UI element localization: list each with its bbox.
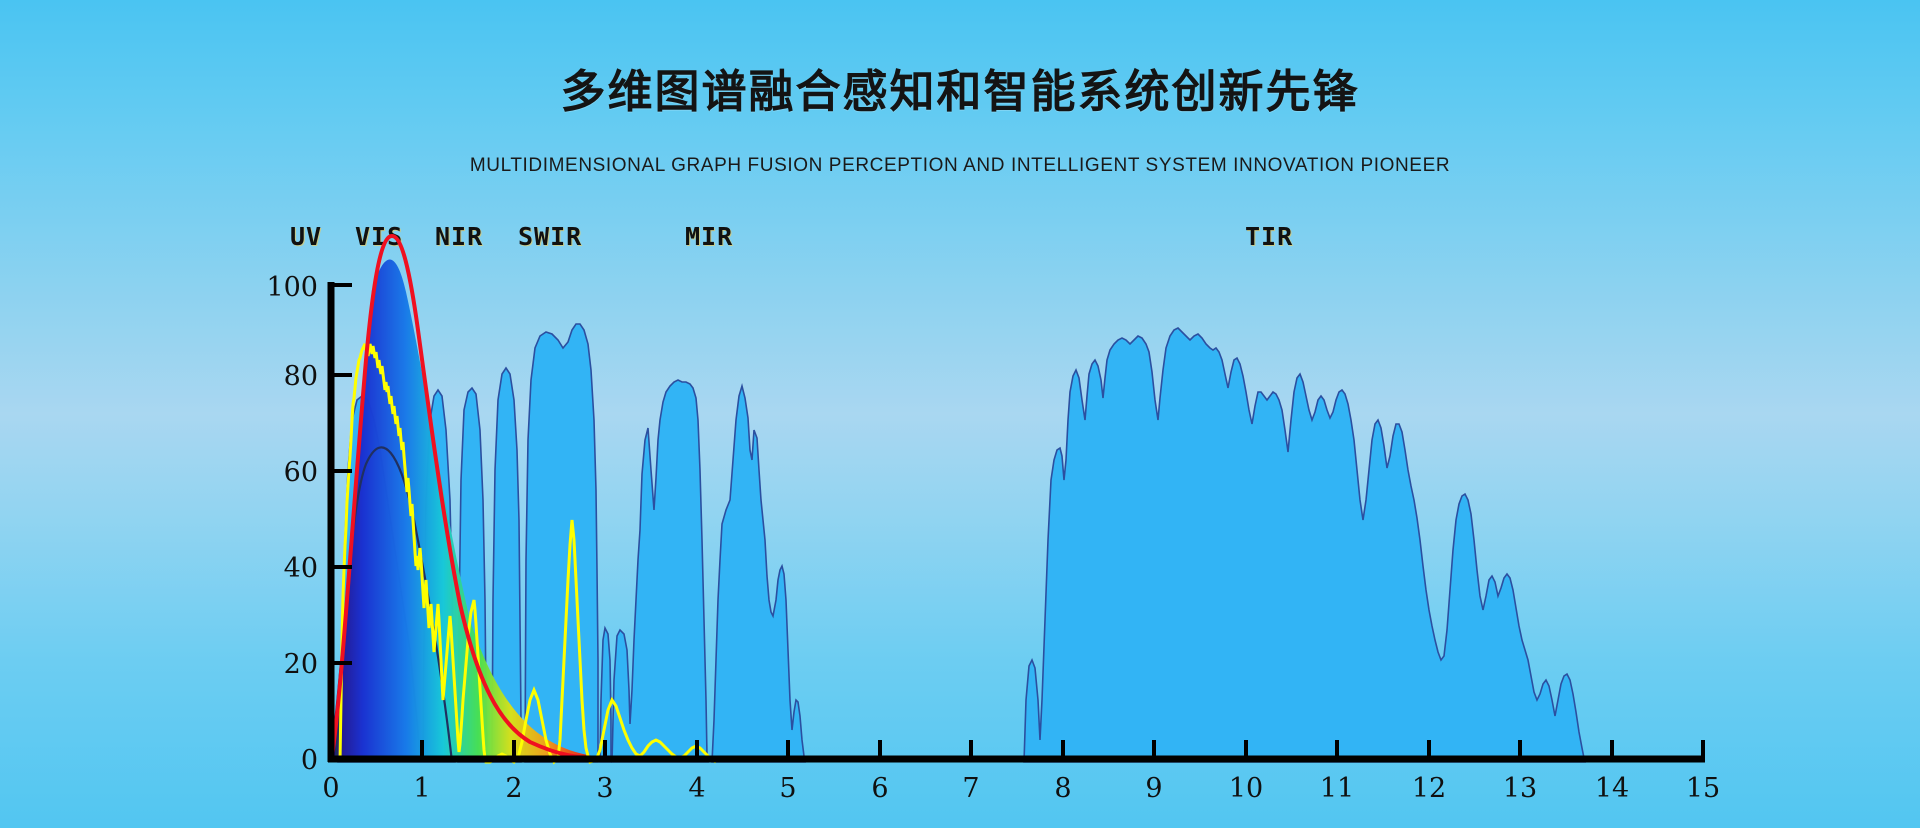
x-tick-10: 10	[1229, 773, 1263, 804]
title-block: 多维图谱融合感知和智能系统创新先锋	[0, 66, 1920, 118]
transmission-band-mir1	[611, 379, 709, 763]
x-tick-6: 6	[871, 773, 888, 804]
y-tick-80: 80	[284, 361, 318, 392]
blackbody-curve	[330, 233, 608, 760]
transmission-band-mir-small	[599, 625, 612, 763]
y-axis-labels: 0 20 40 60 80 100	[266, 272, 318, 776]
page-title: 多维图谱融合感知和智能系统创新先锋	[560, 65, 1360, 118]
x-tick-12: 12	[1412, 773, 1446, 804]
x-tick-3: 3	[596, 773, 613, 804]
y-tick-60: 60	[284, 457, 318, 488]
x-tick-11: 11	[1320, 773, 1354, 804]
transmission-band-swir1	[491, 366, 522, 763]
y-tick-0: 0	[301, 745, 318, 776]
transmission-bands	[337, 323, 1587, 763]
y-tick-100: 100	[266, 272, 318, 303]
measured-irradiance-curve	[338, 342, 717, 765]
x-tick-13: 13	[1503, 773, 1537, 804]
transmission-band-tir	[1023, 327, 1587, 763]
x-tick-8: 8	[1054, 773, 1071, 804]
x-axis-labels: 0 1 2 3 4 5 6 7 8 9 10 11 12 13 14 15	[322, 773, 1720, 804]
x-tick-5: 5	[779, 773, 796, 804]
x-tick-7: 7	[962, 773, 979, 804]
y-tick-40: 40	[284, 553, 318, 584]
x-tick-9: 9	[1145, 773, 1162, 804]
x-tick-2: 2	[505, 773, 522, 804]
x-tick-4: 4	[688, 773, 705, 804]
x-axis-ticks	[329, 740, 1705, 759]
page-subtitle: MULTIDIMENSIONAL GRAPH FUSION PERCEPTION…	[469, 155, 1451, 176]
transmission-band-mir2	[711, 382, 806, 763]
x-tick-0: 0	[322, 773, 339, 804]
x-tick-15: 15	[1686, 773, 1720, 804]
chart-axes: 0 20 40 60 80 100 0 1 2 3 4 5 6 7 8 9 10…	[266, 272, 1720, 804]
y-tick-20: 20	[284, 649, 318, 680]
x-tick-1: 1	[413, 773, 430, 804]
y-axis-ticks	[331, 283, 352, 761]
x-tick-14: 14	[1595, 773, 1629, 804]
